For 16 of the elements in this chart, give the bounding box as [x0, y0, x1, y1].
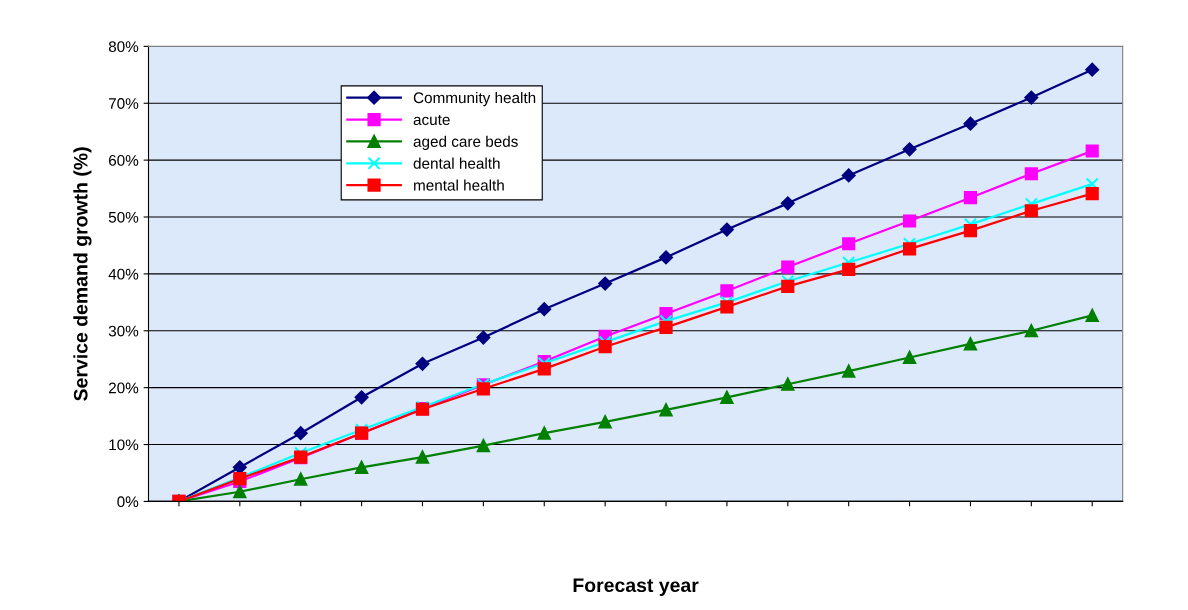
y-tick-label: 20% — [108, 382, 139, 394]
y-tick-label: 80% — [108, 41, 139, 53]
legend-label: acute — [413, 115, 450, 126]
y-tick-label: 70% — [108, 98, 139, 109]
y-tick-label: 60% — [108, 154, 139, 166]
y-tick-label: 0% — [117, 496, 139, 508]
legend-label: dental health — [413, 157, 500, 169]
legend-label: mental health — [414, 179, 504, 191]
x-axis-title: Forecast year — [573, 578, 699, 596]
legend-label: aged care beds — [413, 135, 518, 150]
y-tick-label: 50% — [108, 211, 139, 223]
y-tick-label: 40% — [108, 268, 139, 280]
legend-label: Community health — [413, 91, 536, 107]
y-tick-label: 10% — [109, 439, 139, 451]
y-tick-label: 30% — [108, 325, 139, 337]
y-axis-title: Service demand growth (%) — [73, 147, 92, 401]
